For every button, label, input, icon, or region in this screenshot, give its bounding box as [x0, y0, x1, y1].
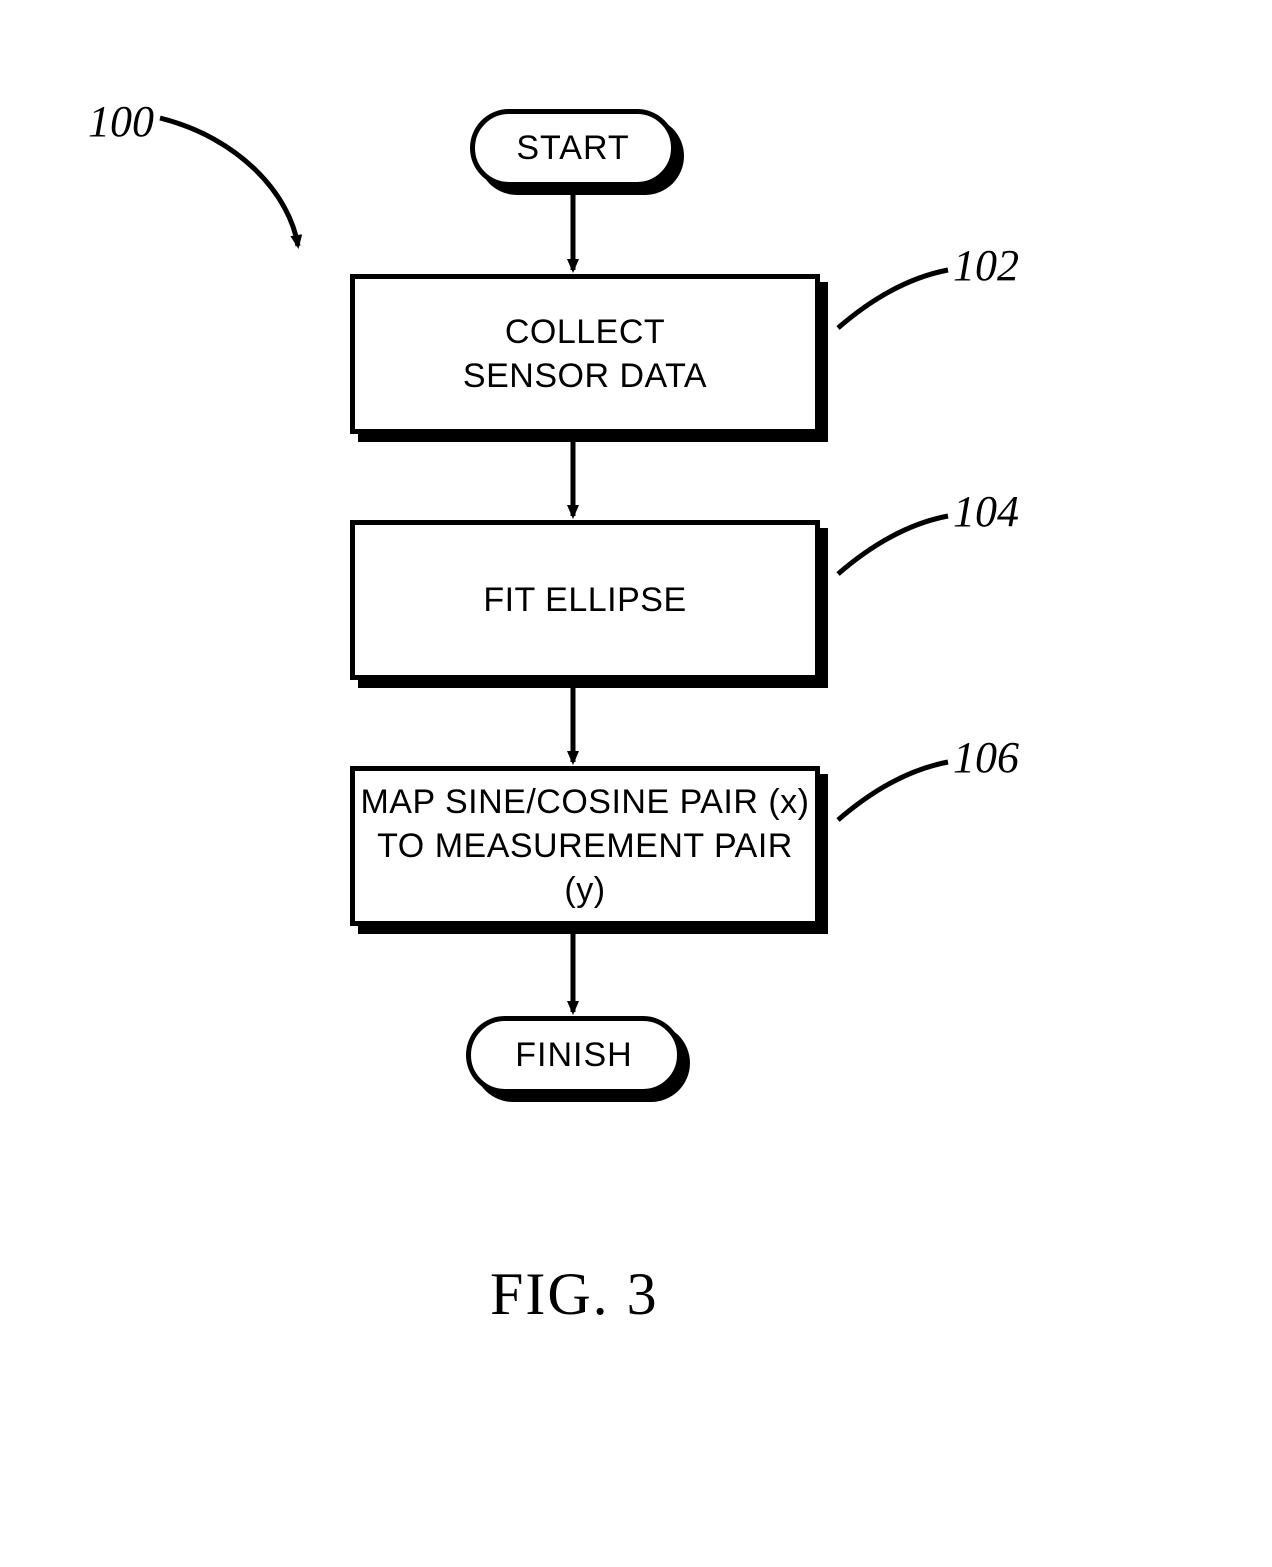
- callout-104: [838, 516, 948, 574]
- map-node: MAP SINE/COSINE PAIR (x) TO MEASUREMENT …: [350, 766, 820, 926]
- finish-label: FINISH: [515, 1036, 632, 1075]
- ref-106: 106: [953, 732, 1019, 783]
- finish-node: FINISH: [466, 1016, 682, 1094]
- collect-node: COLLECT SENSOR DATA: [350, 274, 820, 434]
- fit-node: FIT ELLIPSE: [350, 520, 820, 680]
- ref-overall: 100: [88, 96, 154, 147]
- callout-100: [160, 118, 298, 246]
- start-label: START: [516, 129, 629, 168]
- callout-106: [838, 762, 948, 820]
- ref-104: 104: [953, 486, 1019, 537]
- start-node: START: [470, 109, 676, 187]
- fit-line1: FIT ELLIPSE: [483, 578, 686, 622]
- collect-line2: SENSOR DATA: [463, 354, 707, 398]
- collect-line1: COLLECT: [505, 310, 665, 354]
- ref-102: 102: [953, 240, 1019, 291]
- figure-label: FIG. 3: [490, 1260, 659, 1329]
- map-line2: TO MEASUREMENT PAIR (y): [355, 824, 815, 912]
- map-line1: MAP SINE/COSINE PAIR (x): [360, 780, 809, 824]
- flowchart-canvas: START COLLECT SENSOR DATA FIT ELLIPSE MA…: [0, 0, 1272, 1567]
- callout-102: [838, 270, 948, 328]
